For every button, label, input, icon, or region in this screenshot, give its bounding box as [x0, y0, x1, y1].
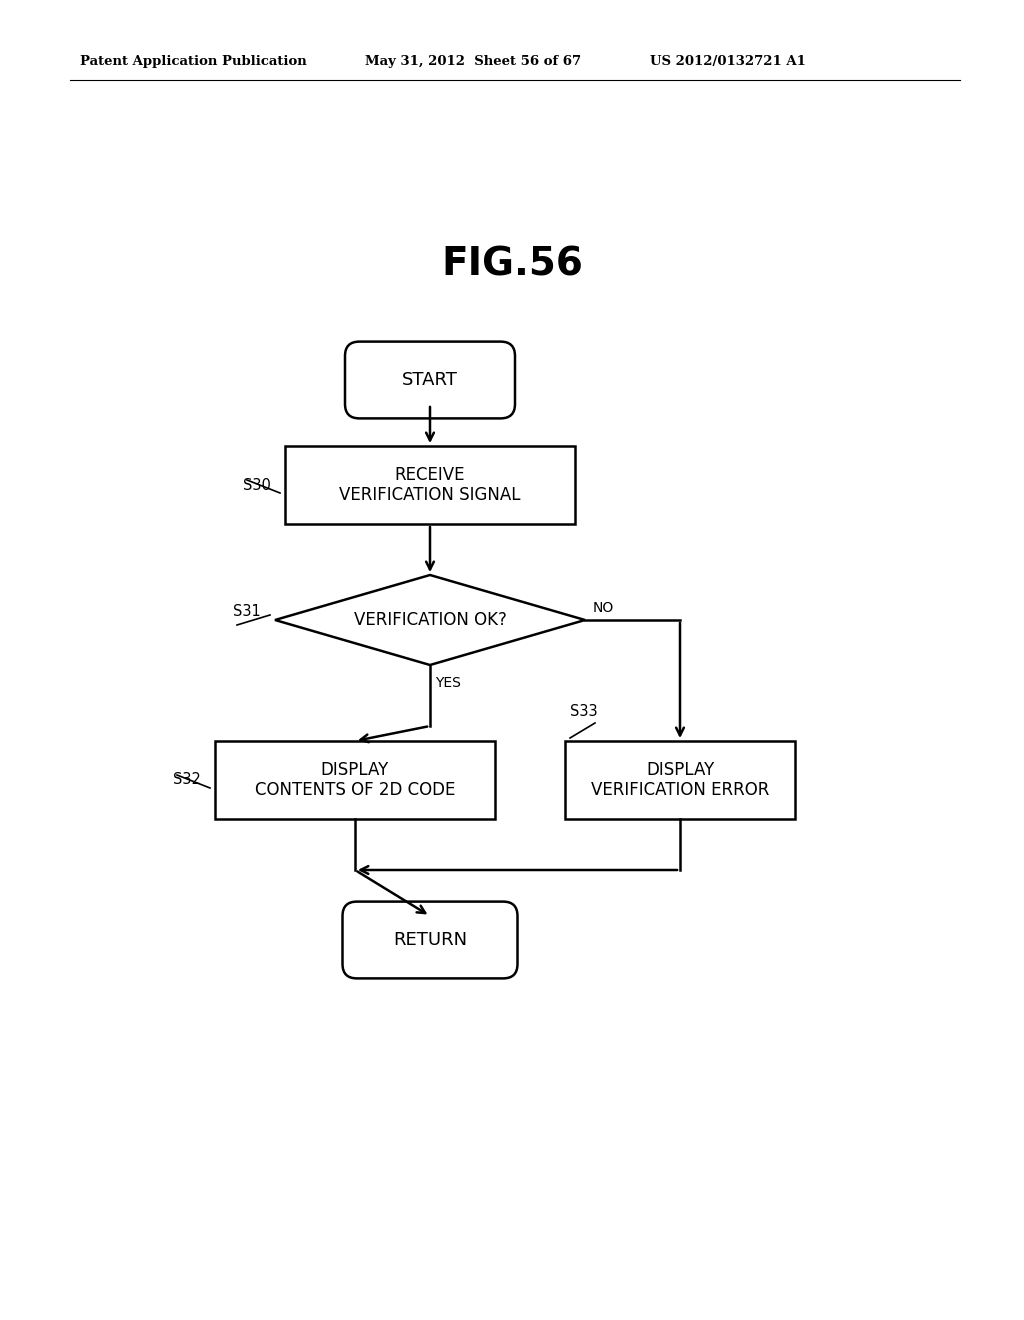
Bar	[285, 446, 575, 524]
Bar	[215, 741, 495, 818]
Text: S32: S32	[173, 772, 201, 788]
Text: DISPLAY
VERIFICATION ERROR: DISPLAY VERIFICATION ERROR	[591, 760, 769, 800]
Text: S30: S30	[243, 478, 271, 492]
Text: S31: S31	[233, 605, 261, 619]
Text: RETURN: RETURN	[393, 931, 467, 949]
Bar	[565, 741, 795, 818]
FancyBboxPatch shape	[345, 342, 515, 418]
Text: RECEIVE
VERIFICATION SIGNAL: RECEIVE VERIFICATION SIGNAL	[339, 466, 521, 504]
Text: US 2012/0132721 A1: US 2012/0132721 A1	[650, 55, 806, 69]
Text: May 31, 2012  Sheet 56 of 67: May 31, 2012 Sheet 56 of 67	[365, 55, 582, 69]
FancyBboxPatch shape	[342, 902, 517, 978]
Polygon shape	[275, 576, 585, 665]
Text: DISPLAY
CONTENTS OF 2D CODE: DISPLAY CONTENTS OF 2D CODE	[255, 760, 456, 800]
Text: Patent Application Publication: Patent Application Publication	[80, 55, 307, 69]
Text: YES: YES	[435, 676, 461, 690]
Text: VERIFICATION OK?: VERIFICATION OK?	[353, 611, 507, 630]
Text: START: START	[402, 371, 458, 389]
Text: S33: S33	[570, 704, 598, 718]
Text: NO: NO	[593, 601, 614, 615]
Text: FIG.56: FIG.56	[441, 246, 583, 284]
